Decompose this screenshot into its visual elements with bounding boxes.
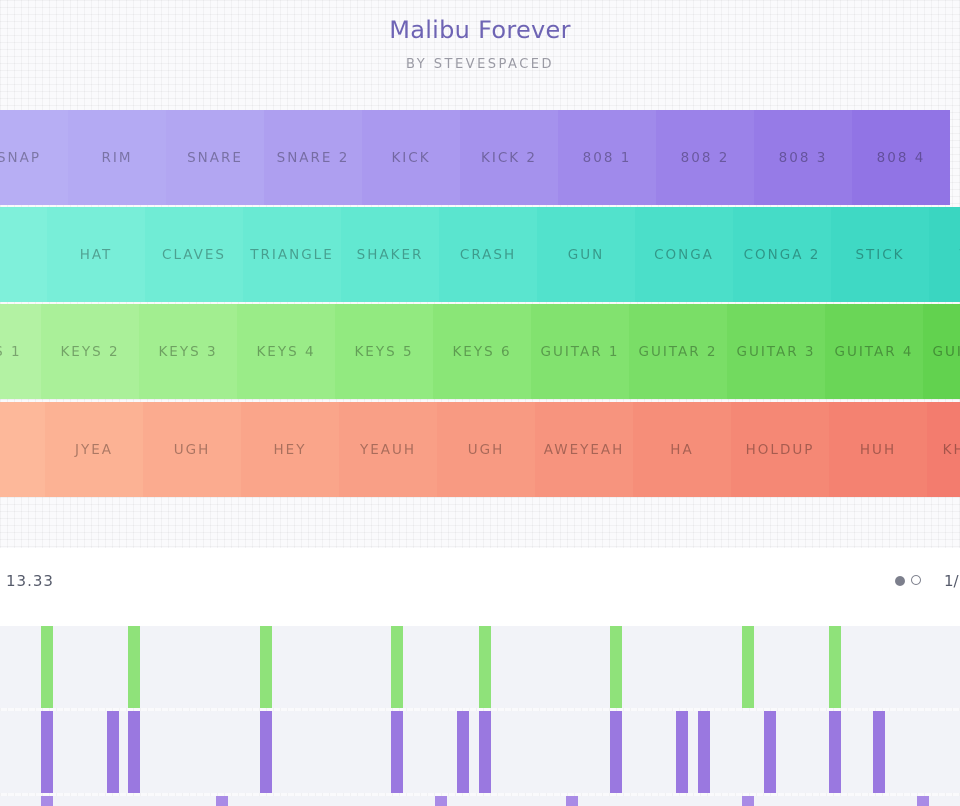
- pad-keys-8[interactable]: GUITAR 3: [727, 304, 825, 399]
- drums-lane-note[interactable]: [610, 711, 622, 793]
- page-indicator-active-dot[interactable]: [895, 576, 905, 586]
- pad-vocals-1[interactable]: JYEA: [45, 402, 143, 497]
- drums-lane-note[interactable]: [391, 711, 403, 793]
- lower-lane-note[interactable]: [566, 796, 578, 806]
- pad-keys-1[interactable]: KEYS 2: [41, 304, 139, 399]
- pad-vocals-4[interactable]: YEAUH: [339, 402, 437, 497]
- pad-drums-7[interactable]: 808 2: [656, 110, 754, 205]
- pad-vocals-2[interactable]: UGH: [143, 402, 241, 497]
- drums-lane-note[interactable]: [260, 711, 272, 793]
- pad-keys-5[interactable]: KEYS 6: [433, 304, 531, 399]
- lower-lane-note[interactable]: [41, 796, 53, 806]
- sequencer-lane-keys: [0, 626, 960, 708]
- pad-keys-10[interactable]: GUITAR 5: [923, 304, 960, 399]
- song-title: Malibu Forever: [389, 16, 571, 44]
- pad-percussion-3[interactable]: TRIANGLE: [243, 207, 341, 302]
- drums-lane-note[interactable]: [764, 711, 776, 793]
- pad-percussion-5[interactable]: CRASH: [439, 207, 537, 302]
- pad-vocals-7[interactable]: HA: [633, 402, 731, 497]
- pad-row-percussion: HAT CLAVES TRIANGLE SHAKER CRASH GUN CONGA CONG…: [0, 207, 960, 302]
- drums-lane-note[interactable]: [676, 711, 688, 793]
- pad-vocals-3[interactable]: HEY: [241, 402, 339, 497]
- pad-drums-8[interactable]: 808 3: [754, 110, 852, 205]
- page-indicator-inactive-dot[interactable]: [911, 575, 921, 585]
- pad-vocals-9[interactable]: HUH: [829, 402, 927, 497]
- keys-lane-note[interactable]: [391, 626, 403, 708]
- pad-percussion-8[interactable]: CONGA 2: [733, 207, 831, 302]
- pad-percussion-6[interactable]: GUN: [537, 207, 635, 302]
- pad-keys-7[interactable]: GUITAR 2: [629, 304, 727, 399]
- pad-drums-0[interactable]: SNAP: [0, 110, 68, 205]
- pad-percussion-0[interactable]: [0, 207, 47, 302]
- drums-lane-note[interactable]: [829, 711, 841, 793]
- pad-percussion-2[interactable]: CLAVES: [145, 207, 243, 302]
- pad-row-vocals: JYEAUGHHEYYEAUHUGHAWEYEAHHAHOLDUPHUHKHAL…: [0, 402, 960, 497]
- drums-lane-note[interactable]: [698, 711, 710, 793]
- pad-percussion-1[interactable]: HAT: [47, 207, 145, 302]
- pad-keys-3[interactable]: KEYS 4: [237, 304, 335, 399]
- drums-lane-note[interactable]: [457, 711, 469, 793]
- lower-lane-note[interactable]: [742, 796, 754, 806]
- pad-vocals-6[interactable]: AWEYEAH: [535, 402, 633, 497]
- sequencer-lane-lower: [0, 796, 960, 806]
- pad-keys-2[interactable]: KEYS 3: [139, 304, 237, 399]
- keys-lane-note[interactable]: [41, 626, 53, 708]
- pad-percussion-9[interactable]: STICK: [831, 207, 929, 302]
- pad-keys-0[interactable]: KEYS 1: [0, 304, 41, 399]
- drums-lane-note[interactable]: [128, 711, 140, 793]
- pad-drums-1[interactable]: RIM: [68, 110, 166, 205]
- pad-keys-4[interactable]: KEYS 5: [335, 304, 433, 399]
- keys-lane-note[interactable]: [742, 626, 754, 708]
- keys-lane-note[interactable]: [128, 626, 140, 708]
- lower-lane-note[interactable]: [435, 796, 447, 806]
- pad-drums-4[interactable]: KICK: [362, 110, 460, 205]
- sequencer-lane-drums: [0, 711, 960, 793]
- pad-percussion-7[interactable]: CONGA: [635, 207, 733, 302]
- keys-lane-note[interactable]: [479, 626, 491, 708]
- pad-keys-9[interactable]: GUITAR 4: [825, 304, 923, 399]
- pad-vocals-8[interactable]: HOLDUP: [731, 402, 829, 497]
- drums-lane-note[interactable]: [41, 711, 53, 793]
- pad-vocals-0[interactable]: [0, 402, 45, 497]
- lower-lane-note[interactable]: [216, 796, 228, 806]
- pad-drums-6[interactable]: 808 1: [558, 110, 656, 205]
- page-number: 1/: [944, 572, 959, 590]
- song-author: BY STEVESPACED: [405, 57, 555, 72]
- pad-vocals-10[interactable]: KHALED: [927, 402, 960, 497]
- pad-keys-6[interactable]: GUITAR 1: [531, 304, 629, 399]
- lower-lane-note[interactable]: [917, 796, 929, 806]
- drums-lane-note[interactable]: [479, 711, 491, 793]
- keys-lane-note[interactable]: [610, 626, 622, 708]
- drums-lane-note[interactable]: [873, 711, 885, 793]
- pad-percussion-4[interactable]: SHAKER: [341, 207, 439, 302]
- playback-time: 13.33: [6, 572, 54, 590]
- drums-lane-note[interactable]: [107, 711, 119, 793]
- keys-lane-note[interactable]: [829, 626, 841, 708]
- pad-vocals-5[interactable]: UGH: [437, 402, 535, 497]
- pad-drums-9[interactable]: 808 4: [852, 110, 950, 205]
- pad-drums-5[interactable]: KICK 2: [460, 110, 558, 205]
- pad-percussion-10[interactable]: TOM: [929, 207, 960, 302]
- song-header: Malibu Forever BY STEVESPACED: [0, 0, 960, 100]
- pad-drums-2[interactable]: SNARE: [166, 110, 264, 205]
- pad-drums-3[interactable]: SNARE 2: [264, 110, 362, 205]
- sequencer-toolbar: [0, 548, 960, 626]
- keys-lane-note[interactable]: [260, 626, 272, 708]
